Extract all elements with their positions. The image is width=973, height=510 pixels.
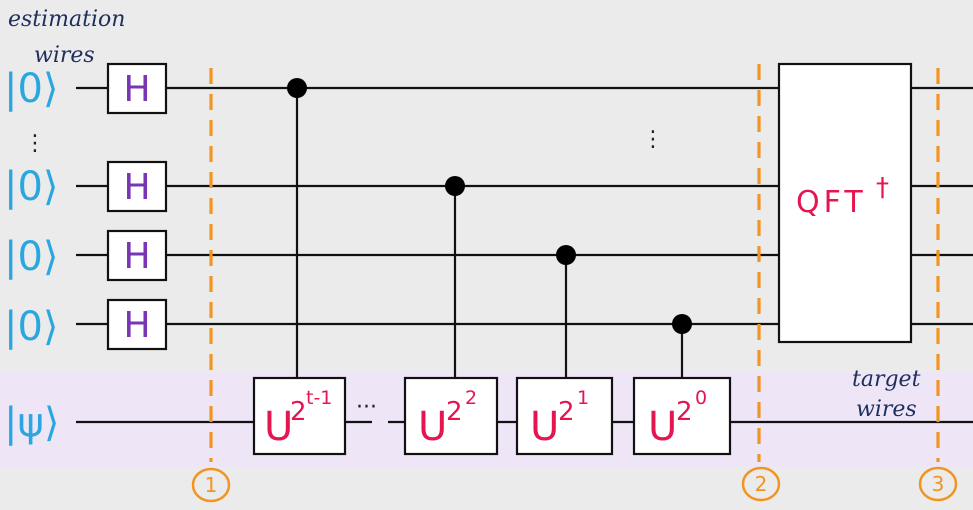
unitary-base-1: U: [264, 404, 293, 450]
ket-zero-2: |0⟩: [4, 164, 59, 210]
barriers: [209, 64, 940, 462]
unitary-base-2: U: [418, 404, 447, 450]
unitary-power-4: 0: [695, 387, 707, 409]
vertical-ellipsis-middle: ⋮: [642, 127, 664, 152]
unitary-gate-4: U 2 0: [632, 376, 732, 456]
control-dot-4: [672, 314, 692, 334]
hadamard-label-3: H: [123, 236, 150, 277]
barrier-marker-3: 3: [918, 466, 958, 502]
barrier-marker-1: 1: [191, 467, 231, 503]
qft-dagger-gate: QFT †: [777, 62, 913, 344]
barrier-number-1: 1: [205, 473, 218, 497]
unitary-exp-3: 2: [558, 397, 575, 427]
bottom-band: [0, 467, 973, 510]
vertical-ellipsis-left: ⋮: [24, 131, 46, 156]
unitary-exp-4: 2: [676, 397, 693, 427]
ket-zero-4: |0⟩: [4, 304, 59, 350]
wires: [76, 86, 973, 424]
barrier-number-3: 3: [932, 472, 945, 496]
ket-psi: |ψ⟩: [4, 400, 59, 446]
barrier-marker-2: 2: [741, 466, 781, 502]
estimation-wires-label: wires: [34, 43, 95, 68]
ket-zero-1: |0⟩: [4, 66, 59, 112]
unitary-exp-2: 2: [446, 397, 463, 427]
target-label: target: [852, 367, 921, 392]
unitary-base-3: U: [530, 404, 559, 450]
unitary-gate-2: U 2 2: [403, 376, 499, 456]
unitary-gate-1: U 2 t-1: [252, 376, 347, 456]
hadamard-label-2: H: [123, 167, 150, 208]
unitary-power-1: t-1: [306, 387, 332, 409]
horizontal-ellipsis: ···: [356, 395, 377, 420]
target-wires-label: wires: [856, 397, 917, 422]
unitary-exp-1: 2: [290, 397, 307, 427]
qft-label: QFT: [796, 185, 867, 220]
unitary-base-4: U: [648, 404, 677, 450]
ket-zero-3: |0⟩: [4, 234, 59, 280]
hadamard-label-4: H: [123, 305, 150, 346]
hadamard-gate-2: H: [106, 160, 168, 213]
unitary-power-3: 1: [577, 387, 589, 409]
unitary-power-2: 2: [465, 387, 477, 409]
control-dot-2: [445, 176, 465, 196]
hadamard-gate-4: H: [106, 298, 168, 351]
qft-dagger-symbol: †: [876, 173, 893, 203]
barrier-number-2: 2: [755, 472, 768, 496]
hadamard-label-1: H: [123, 69, 150, 110]
hadamard-gate-1: H: [106, 62, 168, 115]
unitary-gate-3: U 2 1: [515, 376, 614, 456]
estimation-label: estimation: [8, 7, 125, 32]
control-dot-1: [287, 78, 307, 98]
hadamard-gate-3: H: [106, 229, 168, 282]
control-dot-3: [556, 245, 576, 265]
